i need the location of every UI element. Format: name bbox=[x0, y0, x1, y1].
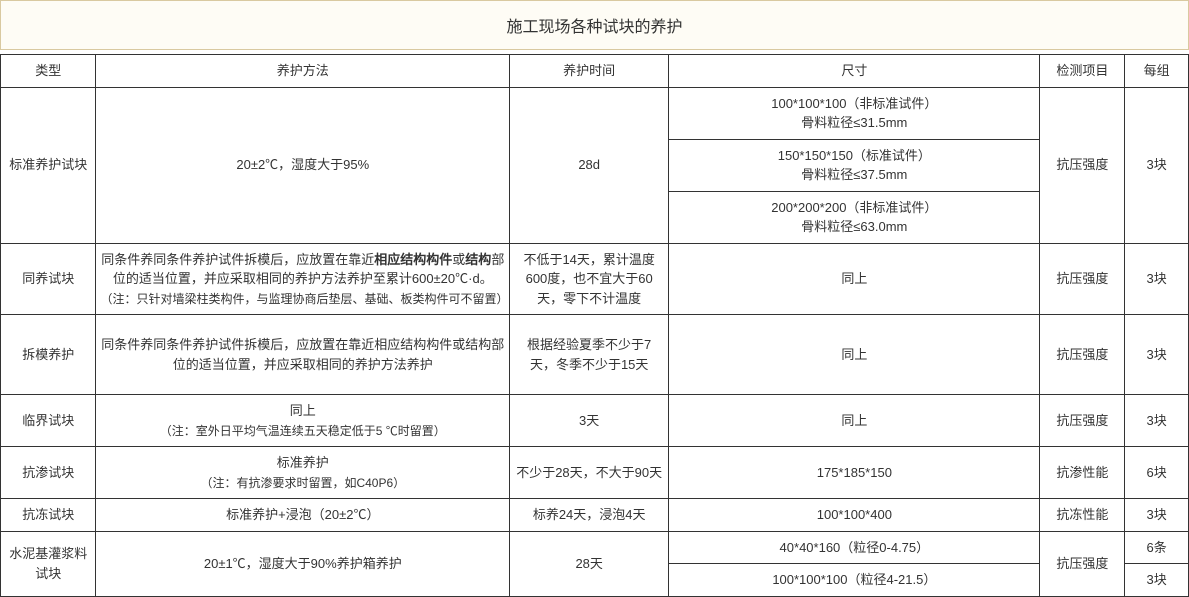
cell-method: 同条件养同条件养护试件拆模后，应放置在靠近相应结构构件或结构部位的适当位置，并应… bbox=[96, 243, 510, 315]
cell-time: 不少于28天，不大于90天 bbox=[510, 447, 669, 499]
cell-size: 175*185*150 bbox=[669, 447, 1040, 499]
header-type: 类型 bbox=[1, 55, 96, 88]
cell-group: 3块 bbox=[1125, 499, 1189, 532]
cell-group: 3块 bbox=[1125, 395, 1189, 447]
table-row: 拆模养护 同条件养同条件养护试件拆模后，应放置在靠近相应结构构件或结构部位的适当… bbox=[1, 315, 1189, 395]
size-line: 150*150*150（标准试件） bbox=[778, 148, 931, 163]
table-row: 抗渗试块 标准养护 （注：有抗渗要求时留置，如C40P6） 不少于28天，不大于… bbox=[1, 447, 1189, 499]
table-row: 水泥基灌浆料试块 20±1℃，湿度大于90%养护箱养护 28天 40*40*16… bbox=[1, 531, 1189, 564]
cell-size: 100*100*100（非标准试件） 骨料粒径≤31.5mm bbox=[669, 87, 1040, 139]
cell-type: 临界试块 bbox=[1, 395, 96, 447]
size-line: 骨料粒径≤37.5mm bbox=[801, 167, 907, 182]
cell-time: 3天 bbox=[510, 395, 669, 447]
table-header-row: 类型 养护方法 养护时间 尺寸 检测项目 每组 bbox=[1, 55, 1189, 88]
size-line: 骨料粒径≤63.0mm bbox=[801, 219, 907, 234]
cell-method: 标准养护+浸泡（20±2℃） bbox=[96, 499, 510, 532]
method-note: （注：有抗渗要求时留置，如C40P6） bbox=[200, 476, 405, 490]
cell-item: 抗压强度 bbox=[1040, 531, 1125, 596]
cell-type: 水泥基灌浆料试块 bbox=[1, 531, 96, 596]
method-bold: 结构 bbox=[465, 252, 491, 267]
cell-method: 同上 （注：室外日平均气温连续五天稳定低于5 ℃时留置） bbox=[96, 395, 510, 447]
table-row: 临界试块 同上 （注：室外日平均气温连续五天稳定低于5 ℃时留置） 3天 同上 … bbox=[1, 395, 1189, 447]
cell-group: 3块 bbox=[1125, 315, 1189, 395]
cell-size: 同上 bbox=[669, 243, 1040, 315]
cell-time: 不低于14天，累计温度600度，也不宜大于60天，零下不计温度 bbox=[510, 243, 669, 315]
cell-method: 20±1℃，湿度大于90%养护箱养护 bbox=[96, 531, 510, 596]
header-item: 检测项目 bbox=[1040, 55, 1125, 88]
method-text: 同条件养同条件养护试件拆模后，应放置在靠近 bbox=[101, 252, 374, 267]
cell-method: 标准养护 （注：有抗渗要求时留置，如C40P6） bbox=[96, 447, 510, 499]
cell-group: 6条 bbox=[1125, 531, 1189, 564]
cell-type: 拆模养护 bbox=[1, 315, 96, 395]
method-text: 标准养护 bbox=[277, 455, 329, 470]
cell-time: 根据经验夏季不少于7天，冬季不少于15天 bbox=[510, 315, 669, 395]
cell-group: 3块 bbox=[1125, 564, 1189, 597]
cell-time: 标养24天，浸泡4天 bbox=[510, 499, 669, 532]
cell-item: 抗压强度 bbox=[1040, 315, 1125, 395]
cell-type: 同养试块 bbox=[1, 243, 96, 315]
header-group: 每组 bbox=[1125, 55, 1189, 88]
cell-item: 抗压强度 bbox=[1040, 395, 1125, 447]
method-note: （注：室外日平均气温连续五天稳定低于5 ℃时留置） bbox=[160, 424, 446, 438]
cell-time: 28d bbox=[510, 87, 669, 243]
method-note: （注：只针对墙梁柱类构件，与监理协商后垫层、基础、板类构件可不留置） bbox=[100, 292, 508, 306]
cell-type: 标准养护试块 bbox=[1, 87, 96, 243]
cell-item: 抗压强度 bbox=[1040, 87, 1125, 243]
table-row: 标准养护试块 20±2℃，湿度大于95% 28d 100*100*100（非标准… bbox=[1, 87, 1189, 139]
page-title: 施工现场各种试块的养护 bbox=[0, 0, 1189, 50]
cell-group: 3块 bbox=[1125, 87, 1189, 243]
table-row: 抗冻试块 标准养护+浸泡（20±2℃） 标养24天，浸泡4天 100*100*4… bbox=[1, 499, 1189, 532]
cell-group: 6块 bbox=[1125, 447, 1189, 499]
cell-size: 100*100*400 bbox=[669, 499, 1040, 532]
header-method: 养护方法 bbox=[96, 55, 510, 88]
cell-size: 150*150*150（标准试件） 骨料粒径≤37.5mm bbox=[669, 139, 1040, 191]
cell-item: 抗压强度 bbox=[1040, 243, 1125, 315]
cell-time: 28天 bbox=[510, 531, 669, 596]
header-time: 养护时间 bbox=[510, 55, 669, 88]
cell-type: 抗渗试块 bbox=[1, 447, 96, 499]
table-row: 同养试块 同条件养同条件养护试件拆模后，应放置在靠近相应结构构件或结构部位的适当… bbox=[1, 243, 1189, 315]
header-size: 尺寸 bbox=[669, 55, 1040, 88]
size-line: 骨料粒径≤31.5mm bbox=[801, 115, 907, 130]
size-line: 100*100*100（非标准试件） bbox=[771, 96, 937, 111]
curing-table: 类型 养护方法 养护时间 尺寸 检测项目 每组 标准养护试块 20±2℃，湿度大… bbox=[0, 54, 1189, 597]
method-bold: 相应结构构件 bbox=[374, 252, 452, 267]
cell-item: 抗渗性能 bbox=[1040, 447, 1125, 499]
cell-size: 40*40*160（粒径0-4.75） bbox=[669, 531, 1040, 564]
cell-size: 同上 bbox=[669, 315, 1040, 395]
cell-method: 同条件养同条件养护试件拆模后，应放置在靠近相应结构构件或结构部位的适当位置，并应… bbox=[96, 315, 510, 395]
cell-group: 3块 bbox=[1125, 243, 1189, 315]
cell-size: 同上 bbox=[669, 395, 1040, 447]
method-text: 或 bbox=[452, 252, 465, 267]
cell-method: 20±2℃，湿度大于95% bbox=[96, 87, 510, 243]
method-text: 同上 bbox=[290, 403, 316, 418]
cell-type: 抗冻试块 bbox=[1, 499, 96, 532]
cell-size: 100*100*100（粒径4-21.5） bbox=[669, 564, 1040, 597]
size-line: 200*200*200（非标准试件） bbox=[771, 200, 937, 215]
cell-item: 抗冻性能 bbox=[1040, 499, 1125, 532]
cell-size: 200*200*200（非标准试件） 骨料粒径≤63.0mm bbox=[669, 191, 1040, 243]
